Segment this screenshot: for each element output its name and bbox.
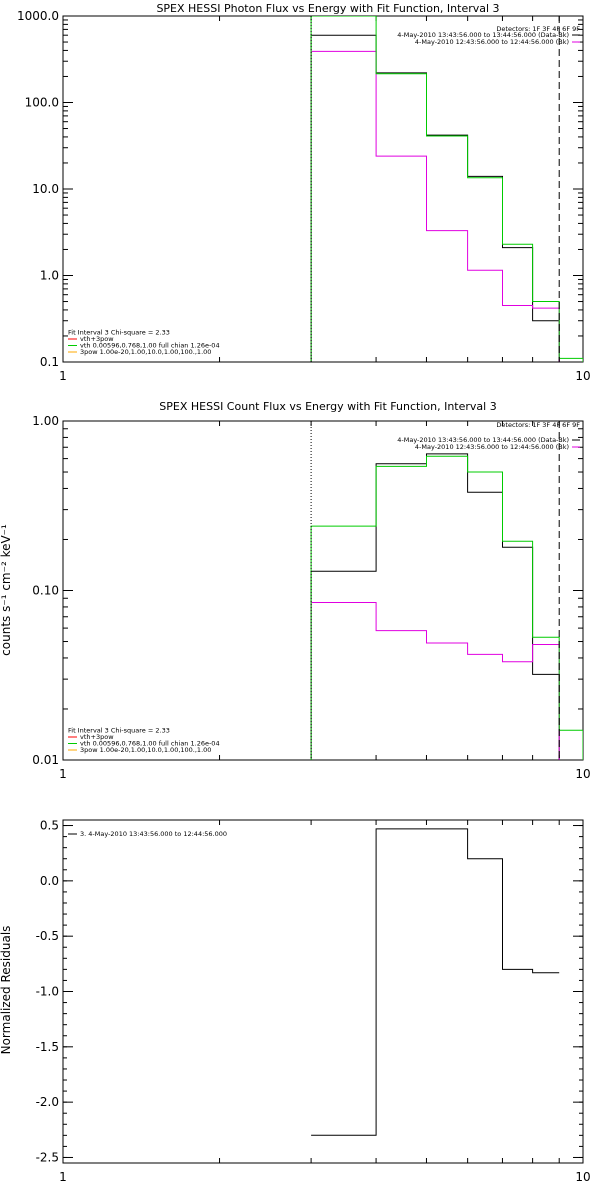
series-line (310, 50, 560, 362)
legend-label: 4-May-2010 13:43:56.000 to 13:44:56.000 … (397, 31, 569, 39)
y-tick-label: -1.0 (36, 985, 59, 999)
y-tick-label: 0.0 (40, 874, 59, 888)
legend-label: vth 0.00596,0.768,1.00 full chian 1.26e-… (80, 342, 220, 350)
y-tick-label: -2.5 (36, 1150, 59, 1164)
x-tick-label: 10 (575, 1170, 590, 1184)
residuals-panel: Normalized Residuals 1 10 0.5 0.0 -0.5 -1.0 -1… (0, 819, 591, 1184)
photon-flux-panel: SPEX HESSI Photon Flux vs Energy with Fi… (17, 2, 591, 383)
y-tick-label: -0.5 (36, 929, 59, 943)
series-line (310, 34, 560, 362)
detectors-label: Detectors: 1F 3F 4F 6F 9F (496, 25, 580, 33)
y-tick-label: 1.00 (32, 414, 59, 428)
detectors-label: Detectors: 1F 3F 4F 6F 9F (496, 421, 580, 429)
y-axis-label: Normalized Residuals (0, 926, 13, 1055)
plot-frame (62, 15, 584, 363)
panel-title: SPEX HESSI Count Flux vs Energy with Fit… (159, 400, 496, 413)
x-tick-label: 10 (575, 767, 590, 781)
x-tick-label: 1 (59, 1170, 67, 1184)
y-tick-label: 0.10 (32, 584, 59, 598)
y-tick-label: 0.5 (40, 819, 59, 833)
y-tick-label: 0.1 (40, 355, 59, 369)
plot-frame (62, 819, 584, 1164)
count-flux-panel: SPEX HESSI Count Flux vs Energy with Fit… (0, 400, 591, 781)
legend-label: vth+3pow (80, 335, 114, 343)
legend-label: 3pow 1.00e-20,1.00,10.0,1.00,100.,1.00 (80, 348, 211, 356)
series-group (311, 828, 560, 1136)
y-tick-label: 0.01 (32, 753, 59, 767)
legend-label: 3pow 1.00e-20,1.00,10.0,1.00,100.,1.00 (80, 746, 211, 754)
panel-title: SPEX HESSI Photon Flux vs Energy with Fi… (156, 2, 499, 15)
series-line (310, 455, 583, 760)
legend-label: Fit Interval 3 Chi-square = 2.33 (68, 329, 170, 337)
y-tick-label: 1.0 (40, 269, 59, 283)
x-tick-label: 1 (59, 767, 67, 781)
series-group (310, 453, 583, 760)
series-line (310, 16, 583, 362)
legend-label: 3. 4-May-2010 13:43:56.000 to 12:44:56.0… (80, 830, 227, 838)
series-line (310, 602, 560, 760)
legend-label: 4-May-2010 12:43:56.000 to 12:44:56.000 … (415, 443, 569, 451)
legend-label: 4-May-2010 13:43:56.000 to 13:44:56.000 … (397, 436, 569, 444)
y-tick-label: 1000.0 (17, 9, 59, 23)
x-tick-label: 10 (575, 369, 590, 383)
series-line (311, 828, 560, 1136)
y-tick-label: -1.5 (36, 1040, 59, 1054)
y-tick-label: 100.0 (25, 96, 59, 110)
legend-label: vth 0.00596,0.768,1.00 full chian 1.26e-… (80, 740, 220, 748)
y-axis-label: counts s⁻¹ cm⁻² keV⁻¹ (0, 524, 13, 656)
y-tick-label: 10.0 (32, 182, 59, 196)
series-line (310, 453, 560, 760)
y-tick-label: -2.0 (36, 1095, 59, 1109)
legend-label: 4-May-2010 12:43:56.000 to 12:44:56.000 … (415, 38, 569, 46)
legend-label: Fit Interval 3 Chi-square = 2.33 (68, 727, 170, 735)
x-tick-label: 1 (59, 369, 67, 383)
plot-frame (62, 420, 584, 761)
legend-label: vth+3pow (80, 733, 114, 741)
series-group (310, 16, 583, 362)
